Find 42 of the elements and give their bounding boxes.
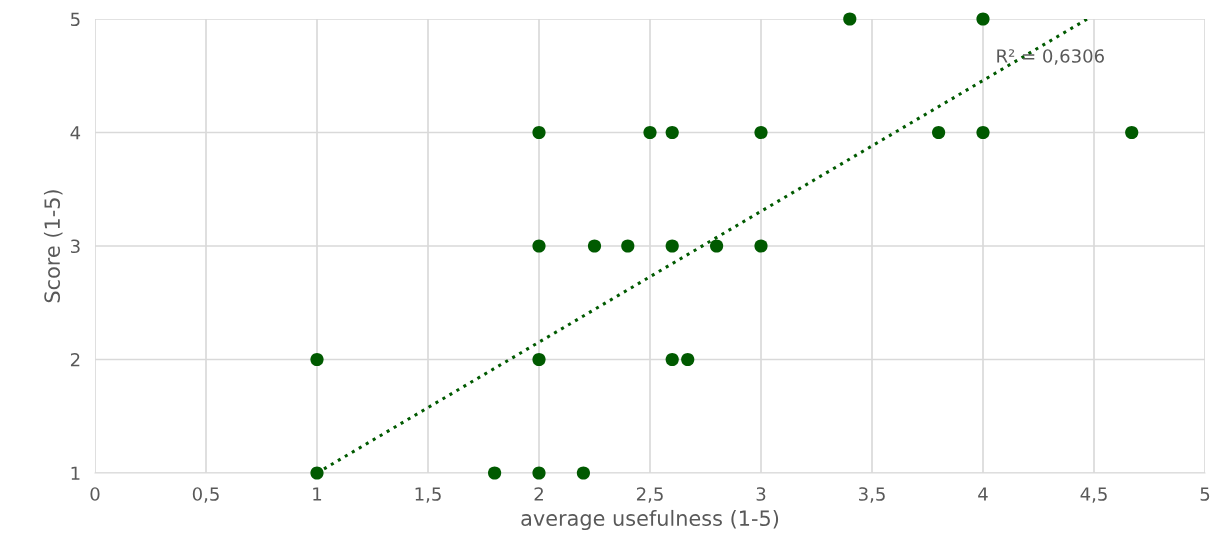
x-tick-label: 0 (90, 487, 100, 501)
point (710, 239, 724, 253)
point (665, 352, 679, 367)
point (532, 239, 546, 253)
point (754, 125, 768, 140)
x-tick-label: 3 (756, 487, 766, 501)
point (665, 125, 679, 140)
y-tick-label: 2 (70, 352, 80, 367)
point (576, 466, 590, 480)
x-tick-label: 1,5 (415, 487, 441, 503)
point (665, 239, 679, 253)
point (976, 12, 990, 26)
y-tick-label: 4 (70, 126, 81, 140)
point (532, 352, 546, 367)
x-tick-label: 2 (534, 487, 543, 501)
point (932, 125, 946, 140)
x-tick-label: 4,5 (1080, 487, 1107, 503)
point (643, 125, 657, 140)
y-tick-label: 3 (71, 239, 80, 254)
point (532, 125, 546, 140)
point (976, 125, 990, 140)
point (1125, 125, 1139, 140)
x-tick-label: 2,5 (636, 487, 663, 503)
point (587, 239, 602, 253)
annotation: R² = 0,6306 (997, 49, 1104, 65)
y-axis-title: Score (1-5) (43, 190, 63, 303)
point (621, 239, 635, 253)
x-axis-title: average usefulness (1-5) (521, 509, 779, 531)
x-tick-label: 0,5 (192, 487, 219, 503)
x-tick-label: 5 (1200, 487, 1210, 501)
x-tick-label: 4 (978, 487, 988, 501)
x-tick-label: 1 (313, 487, 322, 501)
x-tick-label: 3,5 (859, 487, 885, 503)
point (532, 466, 546, 480)
point (310, 466, 324, 480)
point (310, 352, 324, 367)
point (681, 352, 695, 367)
point (754, 239, 768, 253)
y-tick-label: 5 (71, 12, 80, 27)
point (843, 12, 857, 26)
point (488, 466, 502, 480)
y-tick-label: 1 (71, 466, 80, 480)
